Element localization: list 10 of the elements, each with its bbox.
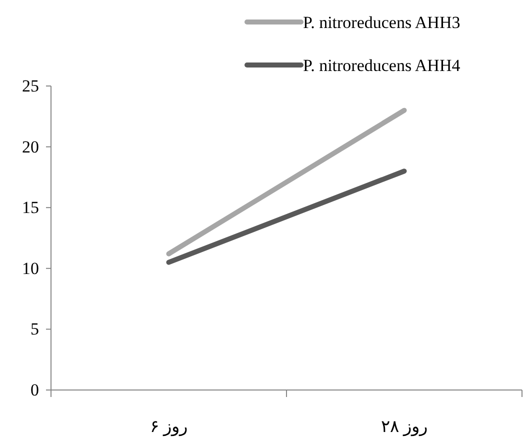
legend-label: P. nitroreducens AHH3 <box>303 13 460 32</box>
y-tick-label: 0 <box>30 380 39 400</box>
y-tick-label: 15 <box>22 198 39 218</box>
y-tick-label: 5 <box>30 320 39 339</box>
y-tick-label: 10 <box>22 258 39 278</box>
x-tick-label: روز ۶ <box>150 417 188 437</box>
y-tick-label: 20 <box>22 137 39 156</box>
legend-label: P. nitroreducens AHH4 <box>303 56 461 75</box>
y-tick-label: 25 <box>22 76 39 96</box>
x-tick-label: روز ۲۸ <box>381 417 428 437</box>
